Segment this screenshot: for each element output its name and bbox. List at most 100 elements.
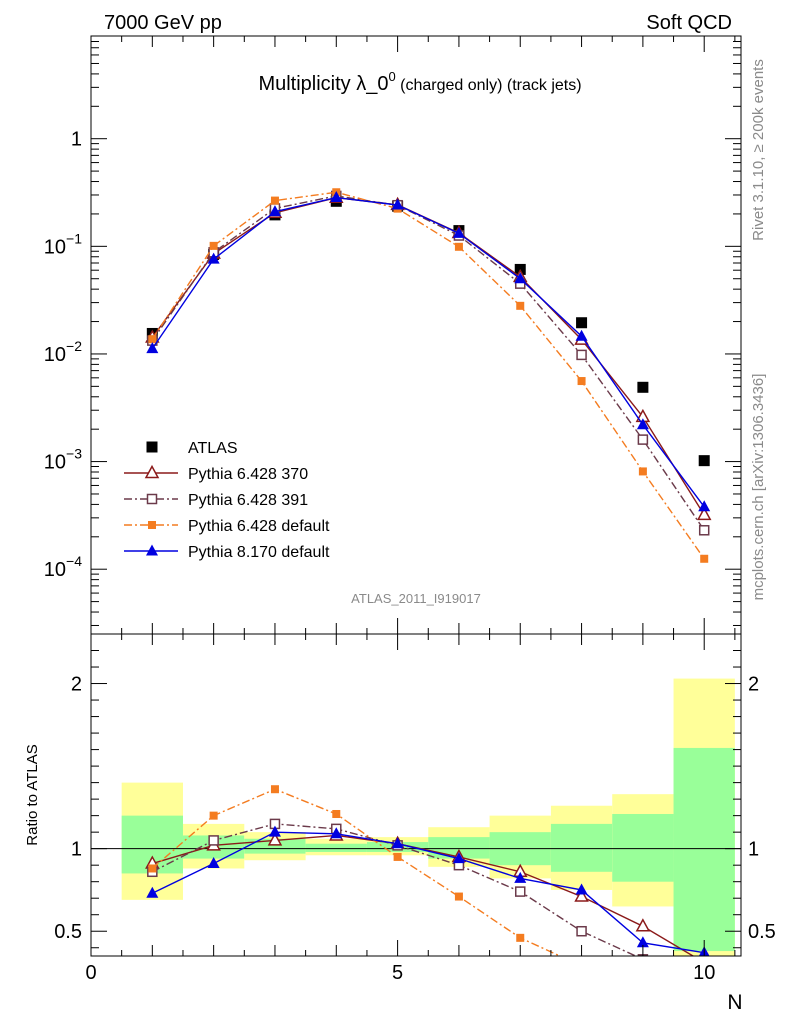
legend-marker: [146, 441, 158, 453]
data-point: [698, 500, 711, 512]
series-line: [151, 191, 705, 560]
legend-marker: [144, 464, 160, 479]
band-green: [550, 823, 613, 872]
ratio-tick-labels: 0.5 0.5 1 1 2 2 0 5 10: [54, 674, 776, 984]
ratio-point: [452, 852, 465, 864]
uncertainty-bands: [121, 678, 735, 956]
ratio-point: [700, 990, 708, 998]
data-point: [576, 317, 588, 329]
data-point: [209, 241, 218, 250]
ratio-y-tick-label-right: 1: [748, 839, 759, 861]
ratio-point: [270, 785, 279, 794]
x-tick-label: 10: [693, 962, 715, 984]
data-point: [452, 226, 465, 238]
x-tick-label: 5: [392, 962, 403, 984]
ratio-y-tick-label-left: 1: [71, 839, 82, 861]
ratio-point: [636, 936, 649, 948]
ratio-point: [332, 809, 341, 818]
band-green: [305, 843, 367, 852]
ratio-point: [576, 925, 587, 937]
ratio-series: [145, 785, 710, 998]
data-point: [270, 196, 279, 205]
data-point: [636, 418, 649, 430]
series-pythia-8-170-default: [146, 191, 711, 512]
data-point: [454, 242, 463, 251]
ratio-point: [391, 837, 404, 849]
data-point: [148, 335, 157, 344]
data-point: [146, 342, 159, 354]
series-line: [151, 196, 705, 508]
main-title: Multiplicity λ_00 (charged only) (track …: [258, 69, 581, 95]
data-point: [576, 349, 587, 361]
band-green: [673, 747, 735, 952]
data-point: [696, 506, 712, 521]
main-series: [145, 188, 712, 563]
legend-entry-pythia-6-428-391: Pythia 6.428 391: [124, 492, 308, 509]
analysis-watermark: ATLAS_2011_I919017: [351, 591, 481, 606]
ratio-panel: 0.5 0.5 1 1 2 2 0 5 10 Ratio to ATLAS N: [24, 633, 776, 1014]
side-text-top: Rivet 3.1.10, ≥ 200k events: [750, 59, 767, 241]
main-y-tick-label: 10−1: [44, 230, 82, 258]
legend-entry-pythia-6-428-default: Pythia 6.428 default: [124, 518, 330, 535]
band-green: [612, 813, 674, 882]
main-axis-ticks: [90, 35, 741, 634]
data-point: [391, 198, 404, 210]
main-y-tick-label: 10−4: [44, 553, 82, 581]
ratio-series-pythia-8-170-default: [146, 825, 710, 956]
ratio-y-tick-label-right: 2: [748, 674, 759, 696]
side-text-bottom: mcplots.cern.ch [arXiv:1306.3436]: [750, 374, 767, 601]
data-point: [637, 434, 649, 445]
ratio-line: [151, 788, 562, 956]
ratio-point: [514, 871, 527, 883]
ratio-point: [393, 852, 402, 861]
data-point: [516, 301, 525, 310]
legend-label: ATLAS: [188, 440, 238, 457]
ratio-axis-ticks: [90, 634, 741, 956]
legend-marker: [146, 544, 158, 556]
legend-entry-atlas: ATLAS: [146, 440, 238, 457]
legend-marker: [146, 493, 158, 505]
legend-label: Pythia 6.428 default: [188, 518, 330, 535]
ratio-point: [267, 832, 283, 846]
ratio-point: [635, 918, 651, 932]
legend-label: Pythia 6.428 370: [188, 466, 308, 483]
series-line: [151, 195, 705, 531]
main-panel: 1 10−1 10−2 10−3 10−4 Multiplicity λ_00 (cha…: [44, 35, 742, 635]
ratio-line: [152, 823, 638, 956]
ratio-point: [574, 888, 589, 902]
ratio-y-tick-label-left: 0.5: [54, 921, 82, 943]
ratio-y-label: Ratio to ATLAS: [24, 744, 41, 845]
ratio-point: [146, 886, 159, 898]
data-point: [330, 191, 343, 203]
data-point: [700, 554, 709, 563]
main-y-tick-label: 10−3: [44, 446, 82, 474]
data-point: [577, 377, 586, 386]
ratio-point: [639, 982, 647, 990]
legend-entry-pythia-6-428-370: Pythia 6.428 370: [124, 464, 308, 483]
data-point: [638, 467, 647, 476]
ratio-point: [454, 892, 463, 901]
ratio-point: [148, 864, 157, 873]
ratio-point: [578, 962, 586, 970]
ratio-point: [514, 886, 526, 897]
legend-label: Pythia 8.170 default: [188, 544, 330, 561]
x-tick-label: 0: [85, 962, 96, 984]
data-point: [207, 252, 220, 264]
x-axis-label: N: [727, 991, 742, 1014]
ratio-series-pythia-6-428-default: [148, 785, 708, 998]
data-point: [268, 205, 281, 217]
data-point: [698, 525, 710, 536]
legend-marker: [148, 521, 156, 529]
data-point: [575, 329, 588, 341]
ratio-point: [207, 857, 220, 869]
ratio-point: [209, 811, 218, 820]
ratio-line: [152, 834, 695, 956]
ratio-point: [575, 883, 588, 895]
data-point: [514, 272, 527, 284]
legend-entry-pythia-8-170-default: Pythia 8.170 default: [124, 544, 330, 561]
header-left: 7000 GeV pp: [104, 12, 222, 34]
ratio-point: [268, 825, 281, 837]
ratio-point: [208, 835, 219, 846]
main-y-tick-labels: 1 10−1 10−2 10−3 10−4: [44, 129, 82, 582]
